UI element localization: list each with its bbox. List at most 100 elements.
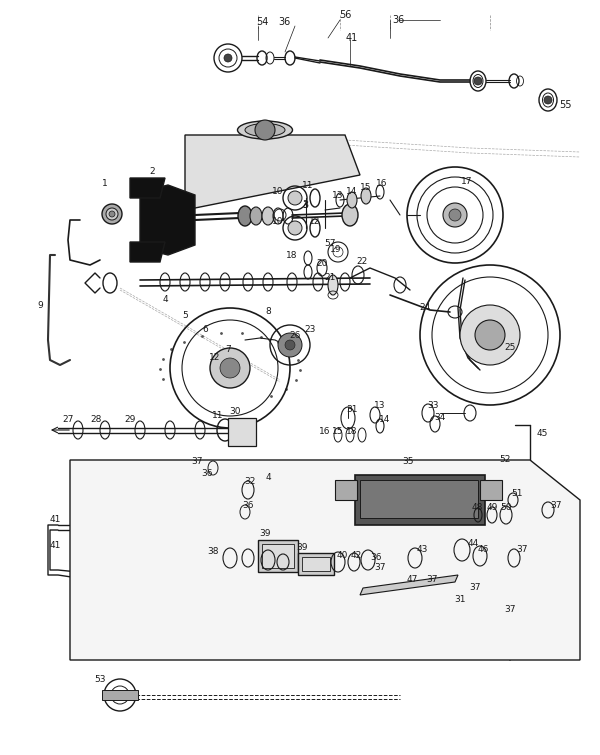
Polygon shape <box>360 575 458 595</box>
Text: 26: 26 <box>289 331 301 340</box>
Ellipse shape <box>262 207 274 225</box>
Text: 18: 18 <box>346 427 358 436</box>
Ellipse shape <box>361 188 371 204</box>
Text: 51: 51 <box>511 489 523 498</box>
Text: 13: 13 <box>374 402 386 411</box>
Text: 18: 18 <box>286 251 298 260</box>
Text: 40: 40 <box>337 551 347 560</box>
Text: 41: 41 <box>346 33 358 43</box>
Circle shape <box>102 204 122 224</box>
Bar <box>360 480 478 518</box>
Circle shape <box>449 209 461 221</box>
Circle shape <box>255 120 275 140</box>
Circle shape <box>475 320 505 350</box>
Bar <box>228 418 256 446</box>
Text: 2: 2 <box>149 168 155 177</box>
Bar <box>298 553 334 575</box>
Text: 35: 35 <box>402 458 414 467</box>
Bar <box>355 475 485 525</box>
Circle shape <box>106 208 118 220</box>
Bar <box>262 544 294 568</box>
Bar <box>302 557 330 571</box>
Text: 38: 38 <box>207 547 219 556</box>
Text: 37: 37 <box>469 583 481 591</box>
Text: 53: 53 <box>94 676 106 685</box>
Ellipse shape <box>245 124 285 137</box>
Text: 55: 55 <box>559 100 571 110</box>
Circle shape <box>288 191 302 205</box>
Text: 42: 42 <box>350 551 362 560</box>
Polygon shape <box>130 178 165 198</box>
Ellipse shape <box>250 207 262 225</box>
Ellipse shape <box>238 121 293 139</box>
Text: 4: 4 <box>265 473 271 482</box>
Text: 36: 36 <box>242 501 254 510</box>
Text: 27: 27 <box>62 415 74 424</box>
Text: 52: 52 <box>499 455 511 464</box>
Polygon shape <box>130 242 165 262</box>
Text: 8: 8 <box>265 307 271 316</box>
Circle shape <box>285 340 295 350</box>
Text: 37: 37 <box>374 563 386 572</box>
Text: 37: 37 <box>550 501 562 510</box>
Text: 3: 3 <box>302 201 308 209</box>
Text: 7: 7 <box>225 346 231 355</box>
Text: 6: 6 <box>202 325 208 334</box>
Text: 39: 39 <box>259 528 271 538</box>
Text: 45: 45 <box>536 429 548 437</box>
Text: 21: 21 <box>325 273 335 282</box>
Bar <box>335 480 357 500</box>
Bar <box>258 540 298 572</box>
Circle shape <box>220 358 240 378</box>
Text: 37: 37 <box>191 457 203 466</box>
Text: 20: 20 <box>316 258 328 267</box>
Text: 22: 22 <box>356 257 368 267</box>
Text: 15: 15 <box>360 183 372 193</box>
Text: 11: 11 <box>212 411 224 420</box>
Text: 47: 47 <box>406 575 418 584</box>
Text: 10: 10 <box>272 187 284 196</box>
Text: 19: 19 <box>330 245 342 254</box>
Text: 9: 9 <box>37 300 43 310</box>
Circle shape <box>443 203 467 227</box>
Text: 14: 14 <box>346 187 358 196</box>
Text: 37: 37 <box>516 546 528 554</box>
Ellipse shape <box>342 204 358 226</box>
Text: 41: 41 <box>49 541 61 550</box>
Text: 15: 15 <box>332 427 344 436</box>
Polygon shape <box>185 135 360 210</box>
Text: 12: 12 <box>310 217 320 226</box>
Circle shape <box>109 211 115 217</box>
Circle shape <box>460 305 520 365</box>
Bar <box>480 480 502 500</box>
Text: 23: 23 <box>304 325 316 334</box>
Text: 48: 48 <box>472 504 482 513</box>
Text: 11: 11 <box>302 180 314 190</box>
Text: 36: 36 <box>370 553 382 562</box>
Text: 24: 24 <box>419 304 431 313</box>
Text: 29: 29 <box>124 415 136 424</box>
Text: 49: 49 <box>487 504 497 513</box>
Text: 36: 36 <box>278 17 290 27</box>
Text: 25: 25 <box>505 344 515 353</box>
Text: 54: 54 <box>256 17 268 27</box>
Text: 41: 41 <box>49 516 61 525</box>
Ellipse shape <box>238 206 252 226</box>
Circle shape <box>278 333 302 357</box>
Text: 33: 33 <box>427 400 439 409</box>
Text: 36: 36 <box>392 15 404 25</box>
Text: 30: 30 <box>229 408 241 417</box>
Text: 34: 34 <box>434 414 446 423</box>
Bar <box>102 690 138 700</box>
Text: 17: 17 <box>461 177 473 186</box>
Text: 31: 31 <box>454 596 466 605</box>
Text: 4: 4 <box>162 295 168 304</box>
Text: 37: 37 <box>504 606 516 615</box>
Text: 36: 36 <box>201 470 213 479</box>
Text: 10: 10 <box>272 217 284 226</box>
Text: 16: 16 <box>376 180 388 189</box>
Text: 32: 32 <box>244 477 256 486</box>
Polygon shape <box>140 185 195 255</box>
Circle shape <box>210 348 250 388</box>
Text: 39: 39 <box>296 543 308 551</box>
